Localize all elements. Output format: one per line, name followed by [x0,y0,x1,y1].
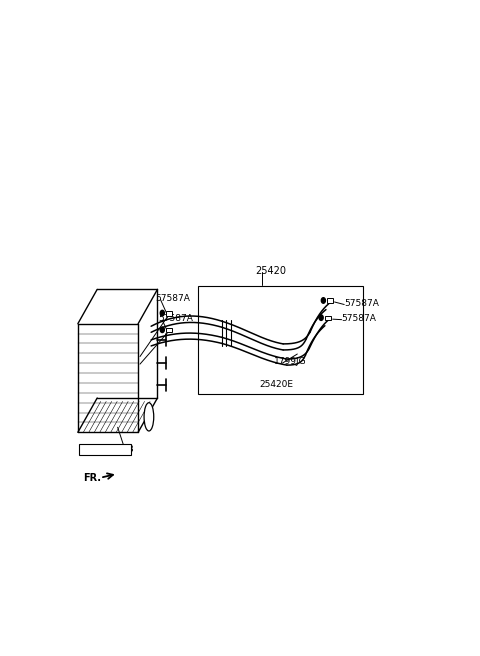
Text: 1799JG: 1799JG [274,357,307,366]
Text: REF. 25-253: REF. 25-253 [81,445,134,454]
Text: 57587A: 57587A [341,314,376,323]
Text: 57587A: 57587A [155,294,190,303]
Bar [325,316,331,320]
Text: 57587A: 57587A [158,314,193,323]
Bar [166,311,172,316]
Text: FR.: FR. [83,473,101,483]
Bar [79,444,131,455]
Ellipse shape [144,403,154,431]
Bar [166,328,172,333]
Text: 25420: 25420 [255,266,286,276]
Bar [198,286,363,394]
Circle shape [321,298,325,303]
Text: 57587A: 57587A [345,299,380,308]
Circle shape [160,327,164,333]
Text: 25420E: 25420E [259,380,293,389]
Circle shape [160,310,164,316]
Circle shape [319,315,323,320]
Bar [327,298,333,303]
